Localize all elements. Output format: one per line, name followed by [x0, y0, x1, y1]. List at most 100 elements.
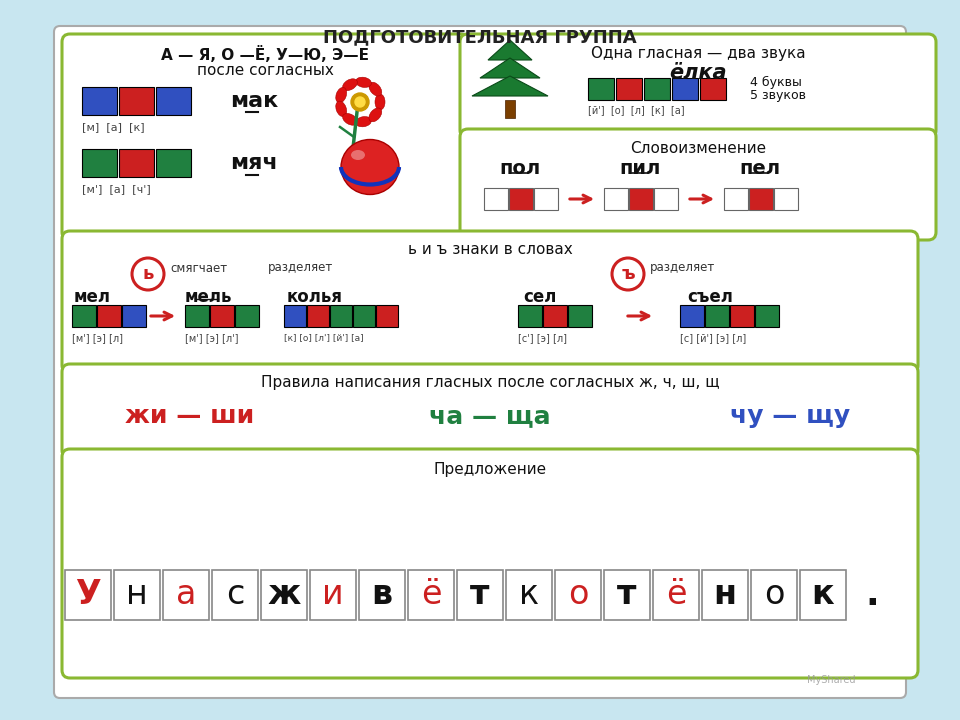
- FancyBboxPatch shape: [543, 305, 567, 327]
- FancyBboxPatch shape: [730, 305, 754, 327]
- FancyBboxPatch shape: [653, 570, 699, 620]
- Text: пол: пол: [499, 159, 540, 178]
- FancyBboxPatch shape: [755, 305, 779, 327]
- Text: т: т: [470, 578, 490, 611]
- FancyBboxPatch shape: [555, 570, 601, 620]
- FancyBboxPatch shape: [62, 364, 918, 458]
- FancyBboxPatch shape: [702, 570, 748, 620]
- FancyBboxPatch shape: [588, 78, 614, 100]
- Text: разделяет: разделяет: [268, 261, 333, 274]
- Text: н: н: [126, 578, 148, 611]
- Text: жи — ши: жи — ши: [126, 404, 254, 428]
- FancyBboxPatch shape: [212, 570, 258, 620]
- Ellipse shape: [343, 114, 357, 125]
- FancyBboxPatch shape: [359, 570, 405, 620]
- Text: 4 буквы: 4 буквы: [750, 76, 802, 89]
- FancyBboxPatch shape: [156, 87, 191, 115]
- Text: ь и ъ знаки в словах: ь и ъ знаки в словах: [408, 242, 572, 257]
- FancyBboxPatch shape: [122, 305, 146, 327]
- FancyBboxPatch shape: [376, 305, 398, 327]
- FancyBboxPatch shape: [330, 305, 352, 327]
- Text: и: и: [323, 578, 344, 611]
- FancyBboxPatch shape: [484, 188, 508, 210]
- FancyBboxPatch shape: [284, 305, 306, 327]
- Text: ё: ё: [420, 578, 442, 611]
- FancyBboxPatch shape: [65, 570, 111, 620]
- FancyBboxPatch shape: [119, 149, 154, 177]
- FancyBboxPatch shape: [185, 305, 209, 327]
- FancyBboxPatch shape: [751, 570, 797, 620]
- Text: т: т: [617, 578, 636, 611]
- FancyBboxPatch shape: [62, 34, 468, 240]
- Circle shape: [612, 258, 644, 290]
- Polygon shape: [488, 40, 532, 60]
- Text: пел: пел: [739, 159, 780, 178]
- FancyBboxPatch shape: [408, 570, 454, 620]
- Ellipse shape: [369, 108, 382, 122]
- Text: сел: сел: [523, 288, 557, 306]
- FancyBboxPatch shape: [235, 305, 259, 327]
- FancyBboxPatch shape: [654, 188, 678, 210]
- Text: в: в: [372, 578, 393, 611]
- Text: колья: колья: [287, 288, 343, 306]
- Text: смягчает: смягчает: [170, 261, 228, 274]
- FancyBboxPatch shape: [353, 305, 375, 327]
- Ellipse shape: [351, 150, 365, 160]
- FancyBboxPatch shape: [62, 231, 918, 373]
- Text: ча — ща: ча — ща: [429, 404, 551, 428]
- Text: ПОДГОТОВИТЕЛЬНАЯ ГРУППА: ПОДГОТОВИТЕЛЬНАЯ ГРУППА: [324, 28, 636, 46]
- FancyBboxPatch shape: [82, 149, 117, 177]
- Text: У: У: [75, 578, 101, 611]
- FancyArrowPatch shape: [690, 195, 710, 203]
- Ellipse shape: [336, 87, 347, 103]
- FancyBboxPatch shape: [460, 34, 936, 138]
- Ellipse shape: [341, 140, 399, 194]
- Text: [м]  [а]  [к]: [м] [а] [к]: [82, 122, 145, 132]
- Text: мак: мак: [230, 91, 278, 111]
- Text: разделяет: разделяет: [650, 261, 715, 274]
- Ellipse shape: [336, 101, 347, 117]
- FancyBboxPatch shape: [700, 78, 726, 100]
- Text: А — Я, О —Ё, У—Ю, Э—Е: А — Я, О —Ё, У—Ю, Э—Е: [161, 46, 369, 63]
- FancyBboxPatch shape: [644, 78, 670, 100]
- FancyBboxPatch shape: [705, 305, 729, 327]
- Text: [с] [й'] [э] [л]: [с] [й'] [э] [л]: [680, 333, 746, 343]
- Text: .: .: [865, 578, 878, 612]
- FancyBboxPatch shape: [724, 188, 748, 210]
- Text: [к] [о] [л'] [й'] [а]: [к] [о] [л'] [й'] [а]: [284, 333, 364, 342]
- Circle shape: [351, 93, 369, 111]
- Text: съел: съел: [687, 288, 732, 306]
- Text: ёлка: ёлка: [669, 63, 727, 83]
- Text: [м'] [э] [л']: [м'] [э] [л']: [185, 333, 238, 343]
- Text: MyShared: MyShared: [806, 675, 855, 685]
- Ellipse shape: [355, 77, 372, 87]
- Polygon shape: [480, 58, 540, 78]
- Text: [с'] [э] [л]: [с'] [э] [л]: [518, 333, 567, 343]
- FancyBboxPatch shape: [774, 188, 798, 210]
- Ellipse shape: [369, 82, 382, 96]
- FancyBboxPatch shape: [156, 149, 191, 177]
- Text: 5 звуков: 5 звуков: [750, 89, 806, 102]
- FancyArrowPatch shape: [151, 312, 172, 320]
- Ellipse shape: [375, 94, 385, 110]
- Text: Правила написания гласных после согласных ж, ч, ш, щ: Правила написания гласных после согласны…: [261, 375, 719, 390]
- FancyBboxPatch shape: [460, 129, 936, 240]
- Text: н: н: [713, 578, 736, 611]
- Text: к: к: [519, 578, 540, 611]
- Text: после согласных: после согласных: [197, 63, 333, 78]
- FancyBboxPatch shape: [509, 188, 533, 210]
- FancyBboxPatch shape: [672, 78, 698, 100]
- Text: Одна гласная — два звука: Одна гласная — два звука: [590, 46, 805, 61]
- FancyBboxPatch shape: [163, 570, 209, 620]
- FancyBboxPatch shape: [505, 100, 515, 118]
- FancyBboxPatch shape: [310, 570, 356, 620]
- Text: пил: пил: [619, 159, 660, 178]
- FancyBboxPatch shape: [457, 570, 503, 620]
- FancyBboxPatch shape: [518, 305, 542, 327]
- FancyBboxPatch shape: [616, 78, 642, 100]
- Ellipse shape: [355, 117, 372, 127]
- Circle shape: [132, 258, 164, 290]
- Polygon shape: [472, 76, 548, 96]
- FancyBboxPatch shape: [604, 570, 650, 620]
- FancyBboxPatch shape: [54, 26, 906, 698]
